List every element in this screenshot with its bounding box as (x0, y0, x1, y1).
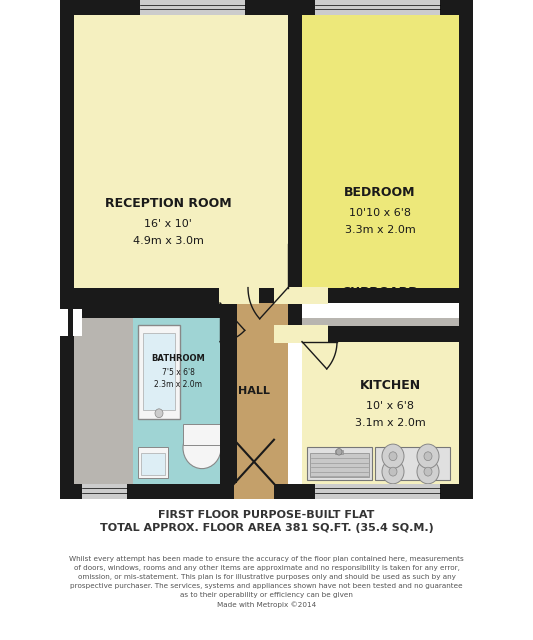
Circle shape (382, 444, 404, 468)
Text: RECEPTION ROOM: RECEPTION ROOM (104, 197, 231, 211)
Bar (302, 15, 459, 287)
Bar (274, 325, 328, 342)
Bar (315, 484, 440, 499)
Bar (74, 303, 133, 484)
Bar (68, 308, 73, 336)
Text: BATHROOM: BATHROOM (151, 354, 205, 363)
Circle shape (389, 452, 397, 461)
Text: 3.1m x 2.0m: 3.1m x 2.0m (354, 418, 425, 428)
Bar (335, 450, 343, 454)
Bar (375, 447, 450, 481)
Bar (74, 15, 288, 287)
Bar (60, 303, 237, 319)
Bar (183, 424, 221, 445)
Bar (302, 319, 459, 326)
Text: 2.3m x 2.0m: 2.3m x 2.0m (154, 380, 202, 389)
Text: 10' x 6'8: 10' x 6'8 (366, 401, 414, 410)
Bar (315, 0, 440, 15)
Bar (274, 287, 328, 304)
Circle shape (417, 444, 439, 468)
Circle shape (424, 452, 432, 461)
Bar (141, 453, 165, 475)
Bar (60, 303, 74, 484)
Bar (138, 447, 168, 478)
Bar (219, 287, 259, 304)
Circle shape (389, 467, 397, 476)
Bar (307, 447, 372, 481)
Text: Whilst every attempt has been made to ensure the accuracy of the floor plan cont: Whilst every attempt has been made to en… (69, 556, 464, 609)
Bar (220, 303, 234, 499)
Text: 10'10 x 6'8: 10'10 x 6'8 (349, 208, 411, 218)
Bar (138, 325, 180, 419)
Bar (288, 303, 302, 342)
Text: FIRST FLOOR PURPOSE-BUILT FLAT: FIRST FLOOR PURPOSE-BUILT FLAT (158, 510, 375, 520)
Text: BEDROOM: BEDROOM (344, 186, 416, 199)
Bar (60, 308, 82, 336)
Bar (288, 0, 302, 303)
Bar (140, 0, 245, 15)
Bar (60, 484, 473, 499)
Bar (223, 319, 237, 499)
Bar (302, 342, 459, 484)
Bar (82, 484, 127, 499)
Text: 7'5 x 6'8: 7'5 x 6'8 (161, 368, 195, 377)
Circle shape (417, 460, 439, 484)
Text: 3.3m x 2.0m: 3.3m x 2.0m (345, 225, 415, 236)
Text: HALL: HALL (238, 386, 270, 396)
Bar (234, 303, 288, 484)
Circle shape (382, 460, 404, 484)
Text: KITCHEN: KITCHEN (359, 379, 421, 392)
Text: TOTAL APPROX. FLOOR AREA 381 SQ.FT. (35.4 SQ.M.): TOTAL APPROX. FLOOR AREA 381 SQ.FT. (35.… (100, 523, 433, 533)
Bar (60, 287, 302, 303)
Bar (143, 333, 175, 410)
Text: 4.9m x 3.0m: 4.9m x 3.0m (133, 236, 204, 246)
Bar (288, 326, 473, 342)
Bar (459, 0, 473, 499)
Bar (60, 0, 74, 499)
Bar (60, 0, 473, 15)
Bar (288, 287, 473, 303)
Circle shape (155, 409, 163, 418)
Bar (234, 483, 274, 500)
Text: CUPBOARD: CUPBOARD (341, 285, 419, 298)
Circle shape (424, 467, 432, 476)
Bar (310, 453, 369, 477)
Text: 16' x 10': 16' x 10' (144, 219, 192, 228)
Ellipse shape (183, 428, 221, 468)
Circle shape (336, 449, 342, 455)
Bar (133, 303, 223, 484)
